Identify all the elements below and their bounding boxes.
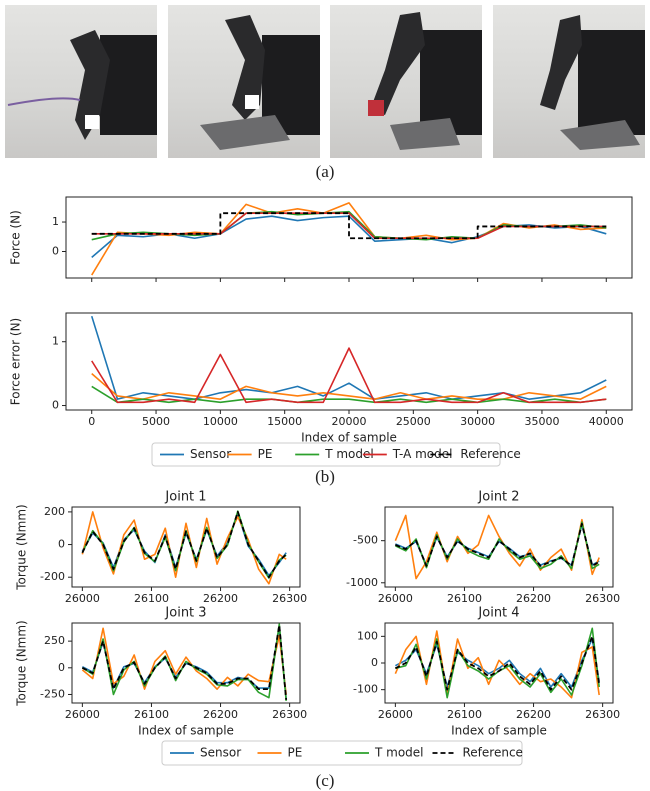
series-line bbox=[81, 623, 287, 701]
x-axis-label: Index of sample bbox=[138, 724, 234, 738]
y-tick-label: 250 bbox=[44, 634, 65, 647]
plot-area bbox=[72, 507, 300, 587]
x-tick-label: 26100 bbox=[134, 708, 169, 721]
legend: Sensor PE T model Reference bbox=[161, 740, 523, 766]
x-tick-label: 15000 bbox=[267, 415, 302, 428]
photo-panel: (a) bbox=[5, 5, 645, 181]
subplot-title: Joint 2 bbox=[477, 490, 519, 505]
legend-label: Reference bbox=[463, 746, 523, 760]
y-tick-label: 100 bbox=[357, 629, 378, 642]
y-tick-label: -1000 bbox=[346, 576, 378, 589]
x-tick-label: 26300 bbox=[585, 708, 620, 721]
x-tick-label: 26100 bbox=[447, 708, 482, 721]
y-tick-label: 0 bbox=[52, 244, 59, 257]
legend-box bbox=[151, 442, 501, 467]
subplot: 26000 26100 26200 26300 -1000 -500 Joint 2 bbox=[346, 490, 620, 606]
x-tick-label: 26100 bbox=[447, 592, 482, 605]
x-tick-label: 26300 bbox=[272, 592, 307, 605]
legend-label: T-A model bbox=[392, 447, 453, 461]
subplot: 0 5000 10000 15000 20000 25000 30000 35000 40000… bbox=[9, 312, 633, 445]
axes-frame bbox=[71, 506, 301, 588]
x-tick-label: 26300 bbox=[585, 592, 620, 605]
x-tick-label: 26000 bbox=[378, 708, 413, 721]
legend-label: T model bbox=[324, 447, 374, 461]
x-tick-label: 20000 bbox=[332, 415, 367, 428]
x-tick-label: 40000 bbox=[589, 415, 624, 428]
x-tick-label: 26000 bbox=[65, 708, 100, 721]
x-tick-label: 0 bbox=[88, 415, 95, 428]
caption: (b) bbox=[315, 467, 335, 486]
subplot-title: Joint 4 bbox=[477, 606, 519, 621]
legend-label: PE bbox=[288, 746, 303, 760]
legend-label: Sensor bbox=[200, 746, 241, 760]
legend-label: Sensor bbox=[190, 447, 231, 461]
x-tick-label: 26200 bbox=[203, 592, 238, 605]
subplot: 0 1 Force (N) bbox=[9, 196, 633, 282]
y-axis-label: Force error (N) bbox=[9, 318, 23, 406]
subplot: 26000 26100 26200 26300 -100 0 100 Joint 4 Index… bbox=[353, 606, 620, 738]
y-tick-label: 0 bbox=[52, 399, 59, 412]
x-tick-label: 5000 bbox=[142, 415, 170, 428]
series-line bbox=[91, 212, 607, 240]
series-line bbox=[91, 373, 607, 400]
series-line bbox=[91, 347, 607, 404]
axes-frame bbox=[384, 506, 614, 588]
axes-frame bbox=[71, 622, 301, 704]
x-tick-label: 26000 bbox=[378, 592, 413, 605]
x-tick-label: 26100 bbox=[134, 592, 169, 605]
photo bbox=[493, 5, 645, 158]
y-tick-label: 0 bbox=[58, 661, 65, 674]
legend-label: Reference bbox=[460, 447, 520, 461]
x-tick-label: 25000 bbox=[396, 415, 431, 428]
series-line bbox=[90, 315, 607, 400]
series-line bbox=[81, 627, 287, 695]
legend-label: PE bbox=[258, 447, 273, 461]
x-tick-label: 26000 bbox=[65, 592, 100, 605]
caption: (c) bbox=[316, 771, 335, 790]
subplot: 26000 26100 26200 26300 -200 0 200 Torque (Nmm)… bbox=[15, 490, 308, 606]
plot-area bbox=[66, 197, 632, 278]
x-tick-label: 10000 bbox=[203, 415, 238, 428]
series-line bbox=[91, 212, 607, 240]
subplot-title: Joint 1 bbox=[164, 490, 206, 505]
y-tick-label: -100 bbox=[353, 683, 378, 696]
legend: Sensor PE T model T-A model Reference bbox=[151, 442, 521, 467]
x-axis-label: Index of sample bbox=[301, 431, 397, 445]
photo bbox=[5, 5, 157, 158]
y-tick-label: 200 bbox=[44, 505, 65, 518]
subplot: 26000 26100 26200 26300 -250 0 250 Torque (Nmm)… bbox=[15, 606, 308, 738]
series-line bbox=[91, 385, 607, 404]
x-axis-label: Index of sample bbox=[451, 724, 547, 738]
y-tick-label: 1 bbox=[52, 215, 59, 228]
x-tick-label: 26200 bbox=[203, 708, 238, 721]
subplot-title: Joint 3 bbox=[164, 606, 206, 621]
y-tick-label: 1 bbox=[52, 335, 59, 348]
y-axis-label: Torque (Nmm) bbox=[15, 620, 29, 707]
plot-area bbox=[385, 507, 613, 587]
caption: (a) bbox=[316, 162, 335, 181]
y-tick-label: 0 bbox=[58, 538, 65, 551]
x-tick-label: 30000 bbox=[460, 415, 495, 428]
y-axis-label: Force (N) bbox=[9, 210, 23, 265]
x-tick-label: 26200 bbox=[516, 592, 551, 605]
y-tick-label: -200 bbox=[40, 570, 65, 583]
series-line bbox=[394, 635, 601, 691]
y-tick-label: 0 bbox=[371, 656, 378, 669]
y-tick-label: -500 bbox=[353, 534, 378, 547]
y-tick-label: -250 bbox=[40, 687, 65, 700]
y-axis-label: Torque (Nmm) bbox=[15, 504, 29, 591]
photo bbox=[330, 5, 482, 158]
legend-label: T model bbox=[374, 746, 424, 760]
photo bbox=[168, 5, 320, 158]
series-line bbox=[81, 511, 287, 579]
x-tick-label: 26200 bbox=[516, 708, 551, 721]
x-tick-label: 26300 bbox=[272, 708, 307, 721]
legend-box bbox=[161, 740, 523, 766]
x-tick-label: 35000 bbox=[524, 415, 559, 428]
plot-area bbox=[385, 623, 613, 703]
series-line bbox=[395, 522, 600, 567]
